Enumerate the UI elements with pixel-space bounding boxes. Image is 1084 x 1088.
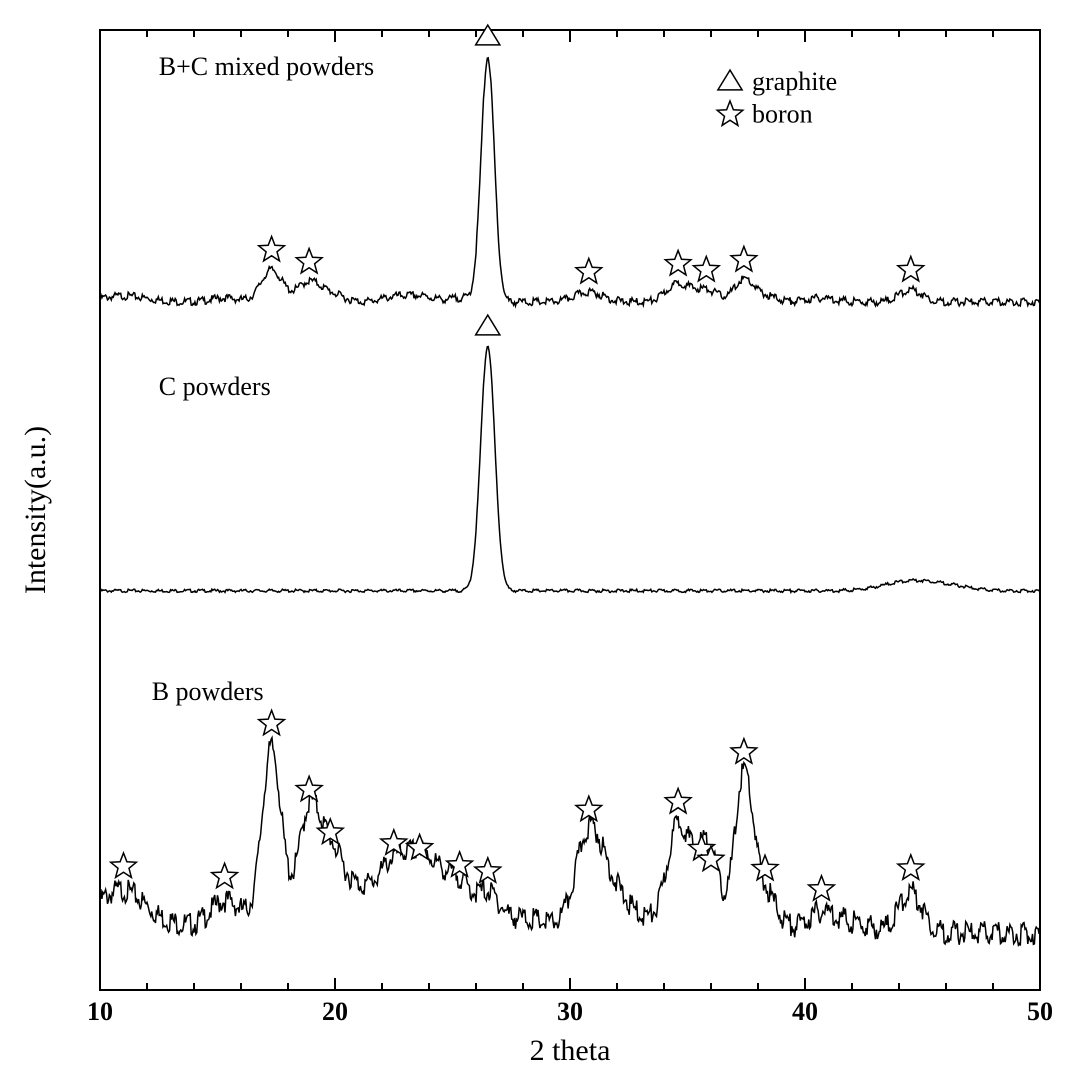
svg-text:graphite: graphite — [752, 67, 837, 96]
svg-text:C powders: C powders — [159, 372, 271, 401]
xrd-chart: 10 20 30 40 50 2 theta Intensity(a.u.) B+C mixe… — [0, 0, 1084, 1088]
chart-svg: 10 20 30 40 50 2 theta Intensity(a.u.) B+C mixe… — [0, 0, 1084, 1088]
svg-text:B powders: B powders — [152, 677, 264, 706]
svg-text:boron: boron — [752, 100, 813, 129]
svg-text:50: 50 — [1027, 997, 1053, 1026]
svg-text:10: 10 — [87, 997, 113, 1026]
svg-text:Intensity(a.u.): Intensity(a.u.) — [19, 426, 52, 594]
svg-text:B+C mixed powders: B+C mixed powders — [159, 52, 374, 81]
svg-text:20: 20 — [322, 997, 348, 1026]
svg-text:40: 40 — [792, 997, 818, 1026]
svg-text:30: 30 — [557, 997, 583, 1026]
svg-text:2 theta: 2 theta — [530, 1034, 611, 1067]
